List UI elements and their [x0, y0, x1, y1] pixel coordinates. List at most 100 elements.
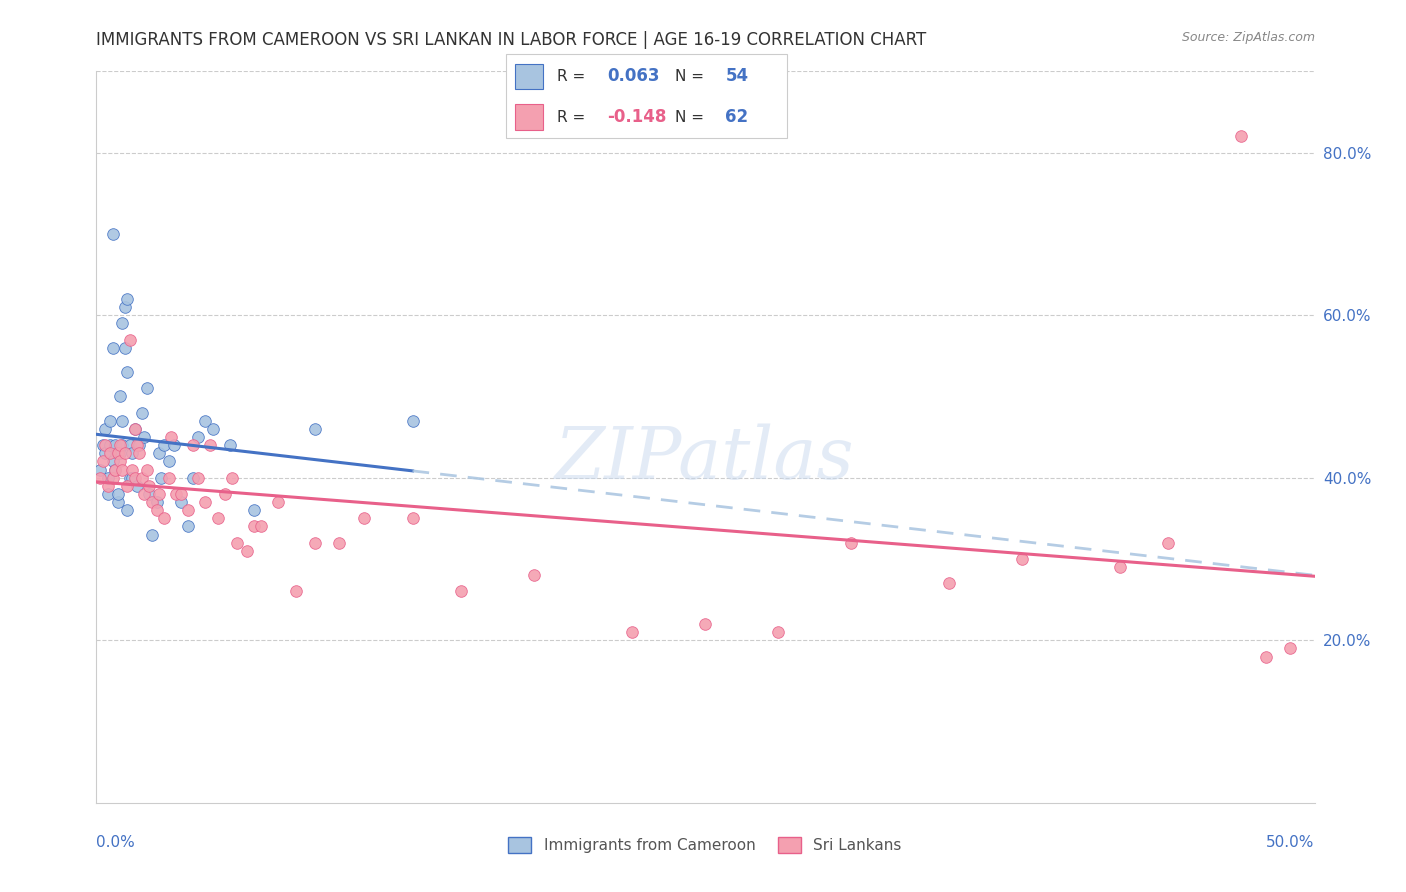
Point [124, 422, 146, 436]
Point [128, 438, 150, 452]
Point [98, 414, 121, 428]
Point [218, 438, 240, 452]
Point [181, 438, 204, 452]
Point [157, 454, 180, 468]
Point [284, 584, 307, 599]
Text: R =: R = [557, 110, 585, 125]
Point [214, 487, 236, 501]
Point [125, 438, 148, 452]
Text: 62: 62 [725, 108, 748, 126]
Point [138, 479, 160, 493]
Point [160, 430, 183, 444]
Point [117, 503, 139, 517]
Point [117, 292, 139, 306]
Point [101, 454, 124, 468]
Text: 54: 54 [725, 68, 748, 86]
Point [207, 511, 229, 525]
Point [187, 430, 209, 444]
Point [121, 446, 143, 460]
Text: 50.0%: 50.0% [1267, 836, 1315, 850]
Text: N =: N = [675, 69, 704, 84]
Point [104, 462, 127, 476]
Point [170, 495, 193, 509]
Point [201, 422, 224, 436]
Point [148, 487, 170, 501]
Text: -0.148: -0.148 [607, 108, 666, 126]
Point [118, 333, 141, 347]
Point [194, 414, 217, 428]
Point [107, 446, 129, 460]
Text: Source: ZipAtlas.com: Source: ZipAtlas.com [1181, 31, 1315, 45]
Point [141, 527, 163, 541]
Point [187, 471, 209, 485]
Point [328, 535, 350, 549]
Point [695, 617, 717, 632]
Text: 0.063: 0.063 [607, 68, 659, 86]
Point [108, 454, 131, 468]
Point [841, 535, 863, 549]
Text: R =: R = [557, 69, 585, 84]
Point [401, 414, 423, 428]
Point [98, 446, 121, 460]
Point [118, 438, 141, 452]
Point [153, 511, 176, 525]
Point [768, 625, 790, 640]
Point [153, 438, 176, 452]
Point [125, 479, 148, 493]
Point [97, 487, 120, 501]
Point [304, 535, 326, 549]
Point [1279, 641, 1302, 656]
Point [353, 511, 375, 525]
Point [148, 446, 170, 460]
Point [104, 438, 127, 452]
Point [250, 519, 273, 533]
Point [145, 503, 167, 517]
Point [138, 487, 160, 501]
Point [108, 389, 131, 403]
Point [94, 446, 117, 460]
Point [108, 446, 131, 460]
Point [134, 430, 156, 444]
Point [97, 471, 120, 485]
Point [111, 414, 134, 428]
FancyBboxPatch shape [515, 104, 543, 130]
Point [141, 495, 163, 509]
Point [101, 471, 124, 485]
Point [97, 479, 120, 493]
Point [114, 341, 136, 355]
Point [150, 471, 173, 485]
Point [1108, 560, 1130, 574]
Point [145, 495, 167, 509]
Text: IMMIGRANTS FROM CAMEROON VS SRI LANKAN IN LABOR FORCE | AGE 16-19 CORRELATION CH: IMMIGRANTS FROM CAMEROON VS SRI LANKAN I… [96, 31, 927, 49]
Point [91, 438, 114, 452]
Point [162, 438, 184, 452]
Point [177, 503, 200, 517]
Point [221, 471, 243, 485]
Point [267, 495, 290, 509]
Point [523, 568, 546, 582]
Point [111, 438, 134, 452]
Point [181, 471, 204, 485]
FancyBboxPatch shape [506, 54, 787, 138]
Point [98, 438, 121, 452]
Point [104, 462, 127, 476]
Point [89, 471, 111, 485]
Point [89, 462, 111, 476]
Point [236, 544, 259, 558]
Point [177, 519, 200, 533]
Point [194, 495, 217, 509]
Point [1011, 552, 1033, 566]
Point [135, 381, 157, 395]
Point [121, 471, 143, 485]
Point [101, 227, 124, 241]
Point [124, 471, 146, 485]
FancyBboxPatch shape [515, 63, 543, 89]
Point [111, 462, 134, 476]
Point [108, 438, 131, 452]
Text: 0.0%: 0.0% [96, 836, 135, 850]
Point [165, 487, 187, 501]
Point [111, 316, 134, 330]
Legend: Immigrants from Cameroon, Sri Lankans: Immigrants from Cameroon, Sri Lankans [501, 830, 910, 861]
Point [157, 471, 180, 485]
Point [450, 584, 472, 599]
